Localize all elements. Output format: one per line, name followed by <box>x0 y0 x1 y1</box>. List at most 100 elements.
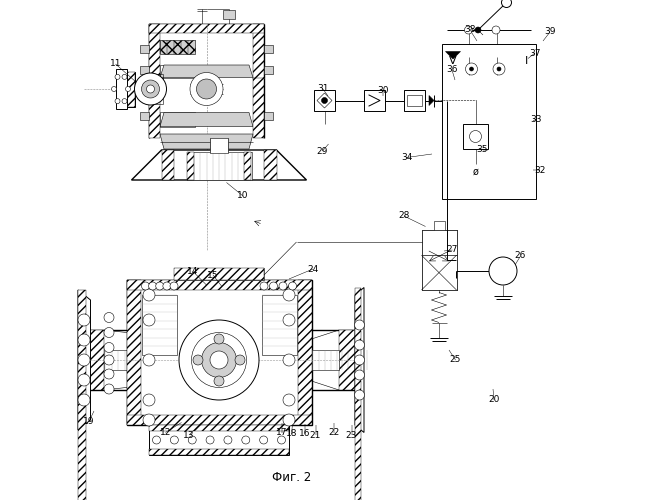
Text: Фиг. 2: Фиг. 2 <box>272 471 311 484</box>
Text: 17: 17 <box>276 428 287 437</box>
Circle shape <box>170 282 178 290</box>
Circle shape <box>104 369 114 379</box>
Bar <box>262 295 297 355</box>
Text: 38: 38 <box>464 26 476 35</box>
Circle shape <box>270 282 277 290</box>
Circle shape <box>196 79 216 99</box>
Bar <box>264 150 277 180</box>
Bar <box>355 288 361 500</box>
Bar <box>126 72 135 106</box>
Circle shape <box>202 342 237 378</box>
Text: 25: 25 <box>450 356 461 364</box>
Circle shape <box>141 282 150 290</box>
Circle shape <box>283 414 295 426</box>
Bar <box>264 112 273 120</box>
Bar <box>421 255 456 290</box>
Text: 32: 32 <box>535 166 546 174</box>
Text: 27: 27 <box>447 246 458 254</box>
Bar <box>126 280 312 290</box>
Circle shape <box>283 394 295 406</box>
Circle shape <box>465 63 478 75</box>
Polygon shape <box>446 52 461 59</box>
Polygon shape <box>160 134 253 149</box>
Bar <box>126 72 135 106</box>
Bar <box>404 90 425 111</box>
Text: 13: 13 <box>183 430 195 440</box>
Circle shape <box>148 282 157 290</box>
Circle shape <box>224 436 232 444</box>
Bar <box>312 350 339 370</box>
Text: 37: 37 <box>529 48 540 58</box>
Bar <box>149 425 289 431</box>
Circle shape <box>235 355 245 365</box>
Polygon shape <box>160 112 253 126</box>
Bar <box>264 45 273 53</box>
Circle shape <box>104 342 114 352</box>
Text: V: V <box>448 56 456 66</box>
Bar <box>126 280 141 425</box>
Circle shape <box>111 86 117 92</box>
Polygon shape <box>78 290 91 430</box>
Text: 11: 11 <box>110 60 121 68</box>
Bar <box>174 268 264 280</box>
Bar <box>140 66 149 74</box>
Polygon shape <box>429 96 434 106</box>
Bar <box>187 152 251 180</box>
Text: 28: 28 <box>399 212 410 220</box>
Circle shape <box>115 74 120 80</box>
Bar <box>407 95 422 106</box>
Text: I: I <box>525 56 528 66</box>
Circle shape <box>288 282 297 290</box>
Bar <box>223 10 235 19</box>
Text: 24: 24 <box>307 264 319 274</box>
Bar <box>187 152 194 180</box>
Circle shape <box>260 282 268 290</box>
Bar <box>421 230 456 290</box>
Text: 22: 22 <box>329 428 340 437</box>
Circle shape <box>78 394 90 406</box>
Bar <box>421 230 456 255</box>
Bar <box>160 112 195 126</box>
Circle shape <box>277 436 286 444</box>
Bar <box>297 280 312 425</box>
Circle shape <box>143 314 155 326</box>
Text: 23: 23 <box>346 430 357 440</box>
Bar <box>78 290 86 500</box>
Circle shape <box>210 351 228 369</box>
Bar <box>149 425 289 455</box>
Bar <box>253 24 264 79</box>
Text: 31: 31 <box>318 84 329 94</box>
Bar <box>149 24 264 33</box>
Circle shape <box>122 74 127 80</box>
Circle shape <box>170 436 178 444</box>
Circle shape <box>214 334 224 344</box>
Circle shape <box>321 98 327 103</box>
Circle shape <box>104 312 114 322</box>
Circle shape <box>497 67 501 71</box>
Circle shape <box>242 436 249 444</box>
Circle shape <box>470 67 474 71</box>
Polygon shape <box>317 93 332 108</box>
Circle shape <box>143 289 155 301</box>
Bar <box>160 40 195 54</box>
Circle shape <box>146 85 154 93</box>
Polygon shape <box>355 288 364 432</box>
Circle shape <box>260 436 268 444</box>
Bar <box>149 78 160 138</box>
Bar <box>84 330 104 390</box>
Bar <box>126 280 312 425</box>
Bar <box>126 415 312 425</box>
Circle shape <box>156 282 164 290</box>
Bar <box>161 150 174 180</box>
Circle shape <box>283 354 295 366</box>
Circle shape <box>190 72 223 106</box>
Bar <box>314 90 335 111</box>
Polygon shape <box>132 150 307 180</box>
Bar <box>434 221 445 230</box>
Circle shape <box>279 282 287 290</box>
Circle shape <box>179 320 259 400</box>
Circle shape <box>192 332 246 388</box>
Circle shape <box>489 257 517 285</box>
Text: 14: 14 <box>187 267 199 276</box>
Circle shape <box>354 390 364 400</box>
